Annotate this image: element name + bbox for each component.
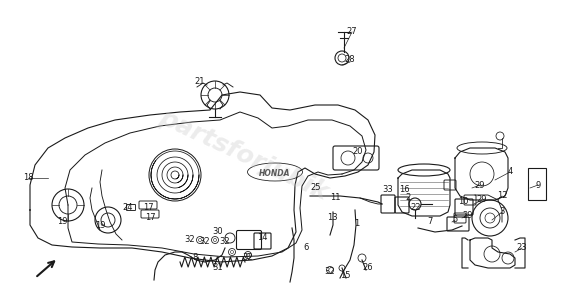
Text: 4: 4 [507, 167, 512, 176]
Text: 32: 32 [325, 268, 335, 277]
Text: 8: 8 [192, 254, 197, 263]
Text: 9: 9 [536, 181, 541, 190]
Text: 7: 7 [427, 218, 433, 226]
Text: 27: 27 [347, 27, 357, 36]
Text: 32: 32 [219, 238, 230, 246]
Text: 23: 23 [516, 243, 527, 252]
Text: 18: 18 [23, 173, 34, 182]
Text: partsforjubik: partsforjubik [155, 105, 332, 205]
Text: 19: 19 [57, 218, 67, 226]
Text: 29: 29 [463, 210, 473, 220]
Text: 15: 15 [340, 271, 350, 280]
Text: 32: 32 [243, 254, 254, 263]
Text: 22: 22 [411, 203, 422, 212]
Text: 11: 11 [330, 193, 340, 201]
Text: 31: 31 [212, 263, 223, 272]
Text: 3: 3 [499, 207, 505, 217]
Text: 16: 16 [399, 184, 409, 193]
Text: HONDA: HONDA [259, 170, 291, 179]
Text: 1: 1 [354, 220, 360, 229]
Text: 20: 20 [353, 148, 363, 156]
Text: 6: 6 [303, 243, 309, 252]
Text: 17: 17 [145, 213, 155, 223]
Text: 12: 12 [497, 192, 507, 201]
Text: 29: 29 [477, 195, 488, 204]
Text: 30: 30 [212, 227, 223, 237]
Text: 13: 13 [327, 213, 338, 223]
Text: 14: 14 [256, 234, 267, 243]
Text: 19: 19 [95, 221, 105, 229]
Text: 26: 26 [362, 263, 373, 272]
Text: 29: 29 [475, 181, 485, 190]
Text: 17: 17 [142, 203, 153, 212]
Text: 5: 5 [452, 215, 457, 224]
Text: 33: 33 [383, 185, 393, 195]
Text: 10: 10 [458, 198, 468, 207]
Text: 28: 28 [345, 55, 356, 64]
Text: 32: 32 [185, 235, 195, 244]
Text: 25: 25 [311, 184, 321, 193]
Text: 21: 21 [195, 77, 205, 86]
Text: 2: 2 [405, 193, 411, 203]
Text: 32: 32 [200, 238, 210, 246]
Text: 24: 24 [123, 204, 133, 212]
